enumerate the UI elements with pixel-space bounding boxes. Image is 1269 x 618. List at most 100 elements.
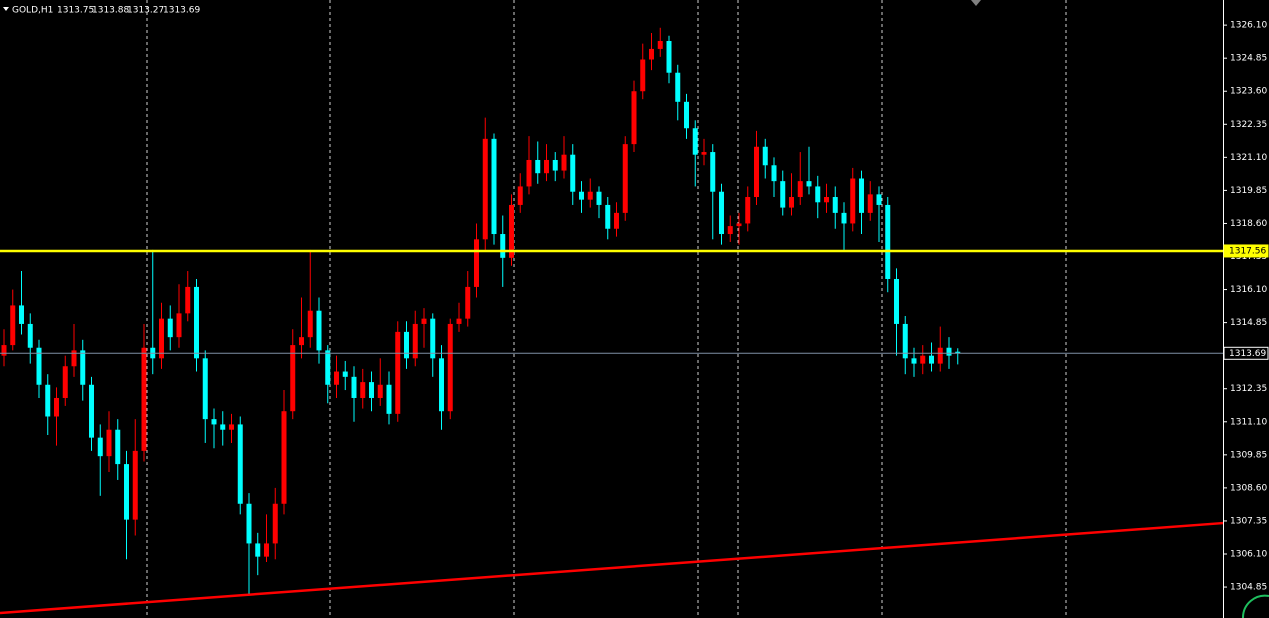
candle-body <box>692 128 698 155</box>
candle-body <box>369 382 374 398</box>
candle-body <box>45 384 51 417</box>
candle-body <box>552 159 558 171</box>
y-tick-label: 1307.35 <box>1230 516 1267 526</box>
y-tick-label: 1308.60 <box>1230 483 1267 493</box>
y-tick-label: 1324.85 <box>1230 54 1267 64</box>
candle-body <box>841 212 847 224</box>
trendline <box>0 521 1224 615</box>
candle-body <box>421 318 427 324</box>
candle-body <box>920 355 926 364</box>
period-separators <box>146 0 1067 618</box>
y-tick-label: 1309.85 <box>1230 450 1267 460</box>
candle-body <box>412 323 418 359</box>
candle-body <box>386 384 392 414</box>
candle-body <box>867 194 873 213</box>
candle-body <box>447 323 453 412</box>
candle-body <box>62 366 68 398</box>
candle-body <box>614 212 619 229</box>
candle-body <box>36 347 42 385</box>
candle-body <box>535 159 541 174</box>
candle-body <box>789 197 794 208</box>
candle-body <box>491 138 497 235</box>
header-open: 1313.75 <box>57 6 94 16</box>
candle-body <box>80 350 86 385</box>
candle-body <box>89 384 94 438</box>
y-tick-label: 1319.85 <box>1230 186 1267 196</box>
candle-body <box>727 226 733 235</box>
candle-body <box>211 419 217 425</box>
candle-body <box>176 313 182 338</box>
candle-body <box>106 429 112 457</box>
y-tick-label: 1322.35 <box>1230 120 1267 130</box>
corner-indicator <box>1241 594 1269 618</box>
candle-body <box>771 165 777 182</box>
candle-body <box>194 286 199 359</box>
candle-body <box>482 138 488 240</box>
candle-body <box>229 424 234 430</box>
candle-body <box>517 186 523 205</box>
candle-body <box>71 350 77 367</box>
candle-body <box>587 191 593 200</box>
y-tick-label: 1318.60 <box>1230 219 1267 229</box>
candle-body <box>509 204 514 258</box>
candle-body <box>911 358 917 364</box>
candle-body <box>474 239 479 287</box>
candle-body <box>264 543 269 557</box>
candle-body <box>465 286 471 319</box>
candle-body <box>894 278 899 324</box>
candle-body <box>701 152 707 155</box>
candle-body <box>649 48 654 60</box>
candle-body <box>579 191 584 200</box>
candle-body <box>27 323 33 348</box>
candle-body <box>334 371 339 385</box>
candle-body <box>97 437 103 457</box>
candle-body <box>124 464 129 520</box>
header-high: 1313.88 <box>92 6 129 16</box>
y-tick-label: 1316.10 <box>1230 285 1267 295</box>
candle-body <box>684 101 689 129</box>
candle-body <box>955 351 961 354</box>
candle-body <box>10 305 16 346</box>
candle-body <box>605 204 611 229</box>
y-tick-label: 1326.10 <box>1230 21 1267 31</box>
header-low: 1313.27 <box>127 6 164 16</box>
candle-body <box>622 144 628 213</box>
candle-body <box>342 371 348 377</box>
candle-body <box>859 178 864 213</box>
candle-body <box>710 152 716 192</box>
candle-body <box>316 310 322 351</box>
candle-body <box>255 543 261 557</box>
y-tick-label: 1306.10 <box>1230 550 1267 560</box>
candle-body <box>631 91 637 145</box>
candle-body <box>430 318 436 359</box>
candle-body <box>439 358 444 412</box>
y-tick-label: 1304.85 <box>1230 583 1267 593</box>
candle-body <box>876 194 882 205</box>
candle-body <box>500 234 506 258</box>
price-label: 1317.56 <box>1229 246 1266 256</box>
candle-body <box>824 197 829 203</box>
y-tick-label: 1321.10 <box>1230 153 1267 163</box>
candle-body <box>325 350 331 385</box>
candle-body <box>299 337 304 346</box>
candle-body <box>754 146 759 198</box>
candle-body <box>544 159 549 174</box>
candle-body <box>850 178 856 224</box>
candle-body <box>666 40 672 73</box>
candle-body <box>561 154 567 171</box>
candle-body <box>797 181 803 198</box>
candle-body <box>815 186 821 203</box>
candle-body <box>351 376 357 398</box>
candle-body <box>946 347 952 356</box>
candle-body <box>404 331 409 359</box>
symbol-title: GOLD,H1 <box>12 6 53 16</box>
candle-body <box>54 397 59 417</box>
candle-body <box>281 411 287 504</box>
candle-body <box>832 197 838 213</box>
candle-body <box>202 358 208 420</box>
candle-body <box>272 503 278 544</box>
price-label-box <box>1223 244 1269 258</box>
candle-body <box>220 424 226 430</box>
candle-body <box>141 347 147 451</box>
